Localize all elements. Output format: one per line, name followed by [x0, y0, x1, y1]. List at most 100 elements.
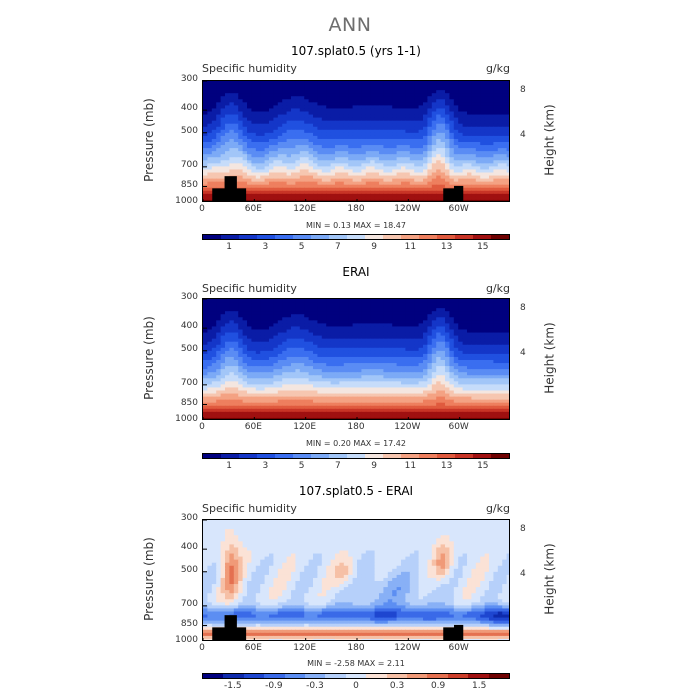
contour-cell [379, 335, 384, 340]
contour-cell [317, 384, 323, 389]
contour-cell [440, 308, 446, 312]
contour-cell [352, 157, 358, 161]
contour-cell [313, 305, 318, 309]
contour-cell [339, 329, 345, 334]
contour-cell [431, 356, 437, 361]
contour-cell [445, 172, 450, 177]
contour-cell [383, 305, 389, 309]
contour-cell [317, 135, 323, 140]
contour-cell [352, 366, 358, 370]
contour-cell [502, 151, 508, 155]
contour-cell [220, 87, 226, 91]
contour-cell [299, 320, 305, 324]
contour-cell [203, 378, 208, 382]
contour-cell [207, 157, 213, 161]
contour-cell [502, 163, 508, 167]
contour-cell [431, 196, 437, 201]
contour-cell [225, 114, 230, 119]
contour-cell [343, 338, 349, 343]
contour-cell [264, 378, 270, 382]
contour-cell [467, 308, 472, 312]
contour-cell [242, 142, 248, 146]
contour-cell [286, 178, 292, 183]
contour-cell [282, 178, 288, 183]
contour-cell [317, 199, 323, 201]
contour-cell [216, 126, 222, 131]
contour-cell [484, 93, 490, 97]
contour-cell [387, 332, 393, 337]
contour-cell [260, 317, 266, 321]
contour-cell [339, 332, 345, 337]
contour-cell [264, 163, 270, 167]
contour-cell [299, 302, 305, 306]
contour-cell [462, 378, 468, 382]
contour-cell [471, 375, 477, 379]
contour-cell [374, 87, 380, 91]
contour-cell [203, 117, 208, 122]
contour-cell [423, 323, 428, 328]
contour-cell [251, 157, 257, 161]
contour-cell [225, 369, 230, 373]
contour-cell [335, 375, 340, 379]
contour-cell [427, 323, 433, 328]
contour-cell [326, 390, 332, 395]
contour-cell [502, 311, 508, 315]
contour-cell [352, 338, 358, 343]
contour-cell [484, 360, 490, 364]
contour-cell [361, 169, 367, 174]
contour-cell [269, 123, 274, 128]
contour-cell [423, 390, 428, 395]
contour-cell [313, 387, 318, 392]
contour-cell [445, 347, 450, 352]
contour-cell [203, 126, 208, 131]
contour-cell [313, 196, 318, 201]
contour-cell [352, 163, 358, 167]
contour-cell [445, 323, 450, 328]
contour-cell [365, 302, 371, 306]
contour-cell [484, 387, 490, 392]
contour-cell [414, 375, 420, 379]
contour-cell [247, 356, 252, 361]
contour-cell [260, 126, 266, 131]
contour-cell [361, 138, 367, 143]
contour-cell [317, 148, 323, 152]
contour-cell [317, 99, 323, 103]
contour-cell [467, 90, 472, 94]
contour-cell [211, 338, 217, 343]
contour-cell [247, 84, 252, 88]
contour-cell [225, 154, 230, 158]
contour-cell [480, 311, 486, 315]
colorbar-swatch [401, 235, 419, 239]
contour-cell [339, 120, 345, 125]
contour-cell [326, 181, 332, 186]
contour-cell [493, 157, 499, 161]
contour-cell [475, 87, 481, 91]
contour-cell [321, 181, 327, 186]
contour-cell [497, 145, 503, 149]
contour-cell [225, 320, 230, 324]
contour-cell [453, 105, 459, 110]
contour-cell [458, 105, 464, 110]
contour-cell [497, 84, 503, 88]
contour-cell [317, 314, 323, 318]
contour-cell [286, 169, 292, 174]
contour-cell [392, 108, 398, 113]
contour-cell [427, 169, 433, 174]
contour-cell [335, 390, 340, 395]
contour-cell [409, 187, 415, 192]
contour-cell [484, 311, 490, 315]
contour-cell [392, 335, 398, 340]
contour-cell [299, 384, 305, 389]
contour-cell [255, 154, 261, 158]
contour-cell [365, 132, 371, 137]
contour-cell [440, 84, 446, 88]
contour-cell [220, 332, 226, 337]
contour-cell [379, 132, 384, 137]
contour-cell [260, 169, 266, 174]
contour-cell [405, 311, 411, 315]
contour-cell [207, 338, 213, 343]
contour-cell [484, 326, 490, 331]
contour-cell [330, 332, 336, 337]
contour-cell [269, 87, 274, 91]
contour-cell [405, 332, 411, 337]
